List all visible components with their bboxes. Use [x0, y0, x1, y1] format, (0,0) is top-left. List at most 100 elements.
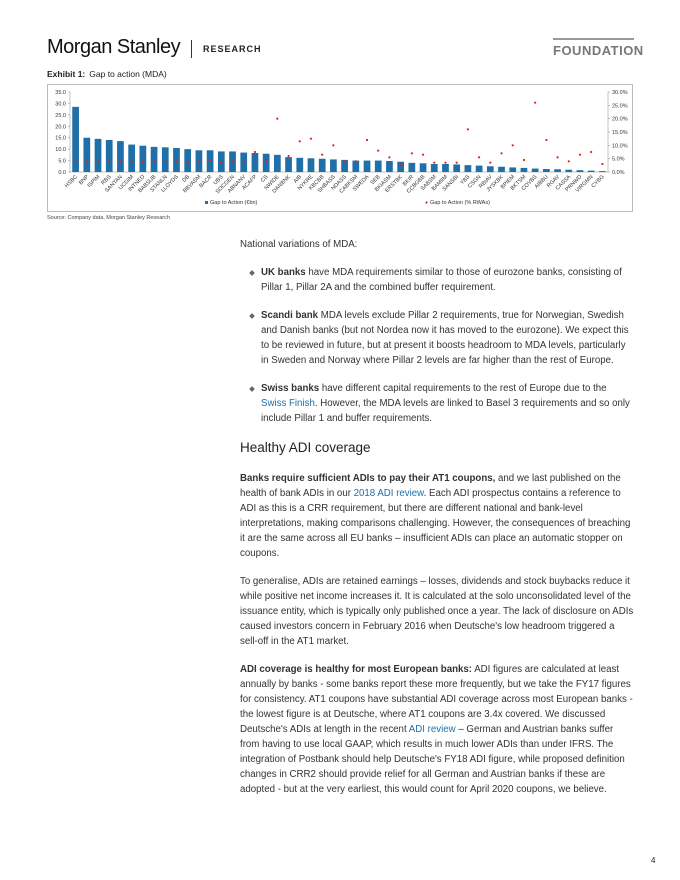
dot	[108, 160, 111, 163]
x-tick-label: AIB	[293, 174, 304, 185]
dot	[265, 158, 268, 162]
exhibit-label: Exhibit 1:	[47, 69, 86, 79]
link[interactable]: 2018 ADI review	[353, 488, 424, 499]
dot	[231, 160, 234, 163]
bar	[296, 157, 304, 172]
bar	[486, 166, 494, 172]
bar	[184, 149, 192, 172]
bar	[565, 169, 573, 172]
dot	[175, 160, 178, 163]
dot	[242, 160, 245, 163]
bar	[72, 106, 79, 172]
heading: Healthy ADI coverage	[240, 440, 371, 455]
bar	[475, 165, 483, 172]
link[interactable]: ADI review	[408, 724, 456, 735]
y-tick-label: 25.0	[55, 113, 66, 119]
y2-tick-label: 30.0%	[612, 90, 628, 96]
dot	[209, 158, 212, 162]
dot	[601, 162, 604, 166]
bar	[285, 157, 292, 172]
dot	[186, 161, 189, 164]
intro: National variations of MDA:	[240, 239, 358, 250]
dot	[399, 162, 402, 166]
dot	[489, 161, 492, 164]
bar	[374, 160, 382, 172]
dot	[197, 160, 200, 163]
bar	[318, 158, 326, 172]
bar	[341, 159, 348, 172]
dot	[74, 160, 77, 163]
bar	[520, 167, 528, 172]
y-tick-label: 35.0	[55, 90, 66, 96]
body: National variations of MDA: UK banks hav…	[240, 237, 634, 810]
legend-swatch	[205, 201, 208, 204]
bullet: UK banks have MDA requirements similar t…	[261, 265, 634, 295]
bar	[117, 141, 124, 172]
text: have MDA requirements similar to those o…	[261, 267, 622, 293]
source: Source: Company data, Morgan Stanley Res…	[47, 215, 170, 221]
y2-tick-label: 5.0%	[612, 157, 625, 163]
dot	[466, 128, 469, 131]
bar	[105, 140, 113, 172]
dot	[164, 160, 167, 163]
y2-tick-label: 25.0%	[612, 103, 628, 109]
separator	[191, 40, 192, 58]
bar	[509, 167, 517, 172]
section-label: RESEARCH	[203, 44, 262, 54]
dot	[220, 161, 223, 164]
x-tick-label: DB	[181, 174, 191, 184]
dot	[478, 156, 481, 159]
dot	[85, 158, 88, 162]
y2-tick-label: 0.0%	[612, 170, 625, 176]
bar	[83, 137, 91, 172]
x-tick-label: BACR	[198, 174, 213, 189]
text: MDA levels exclude Pillar 2 requirements…	[261, 310, 629, 366]
y-tick-label: 0.0	[58, 170, 66, 176]
bar	[408, 162, 416, 172]
paragraph: Banks require sufficient ADIs to pay the…	[240, 471, 634, 561]
bar	[419, 163, 427, 172]
y2-tick-label: 15.0%	[612, 130, 628, 136]
x-tick-label: CS	[260, 174, 270, 184]
y2-tick-label: 10.0%	[612, 143, 628, 149]
y-tick-label: 10.0	[55, 147, 66, 153]
brand: Morgan Stanley	[47, 36, 181, 58]
paragraph: To generalise, ADIs are retained earning…	[240, 574, 634, 649]
dot	[130, 160, 133, 163]
dot	[332, 144, 335, 147]
bar	[397, 161, 405, 172]
paragraph: ADI coverage is healthy for most Europea…	[240, 662, 634, 797]
bar	[599, 171, 606, 172]
dot	[152, 158, 156, 162]
bar	[173, 148, 180, 172]
bar	[576, 170, 584, 172]
bar	[542, 169, 550, 172]
bold: UK banks	[261, 267, 306, 278]
dot	[567, 160, 570, 163]
dot	[119, 160, 122, 163]
text: and we last published on the health of b…	[240, 473, 621, 499]
y-tick-label: 20.0	[55, 124, 66, 130]
dot	[500, 152, 503, 155]
legend-label: Gap to Action (% RWAs)	[430, 200, 490, 206]
bar	[161, 147, 169, 172]
link[interactable]: Swiss Finish	[261, 398, 315, 409]
bar	[139, 145, 147, 172]
bar	[273, 154, 281, 172]
dot	[287, 154, 290, 158]
exhibit-title: Exhibit 1: Gap to action (MDA)	[47, 69, 167, 79]
bar	[307, 158, 315, 172]
y2-tick-label: 20.0%	[612, 117, 628, 123]
bar	[94, 138, 102, 172]
dot	[253, 150, 257, 154]
bullet-list: UK banks have MDA requirements similar t…	[240, 265, 634, 426]
y-tick-label: 15.0	[55, 136, 66, 142]
bullet: Scandi bank MDA levels exclude Pillar 2 …	[261, 308, 634, 368]
text: – German and Austrian banks suffer from …	[240, 724, 625, 795]
dot	[321, 153, 324, 156]
dot	[444, 161, 447, 164]
bold: Scandi bank	[261, 310, 319, 321]
dot	[433, 161, 436, 164]
dot	[590, 150, 593, 154]
dot	[388, 156, 391, 159]
